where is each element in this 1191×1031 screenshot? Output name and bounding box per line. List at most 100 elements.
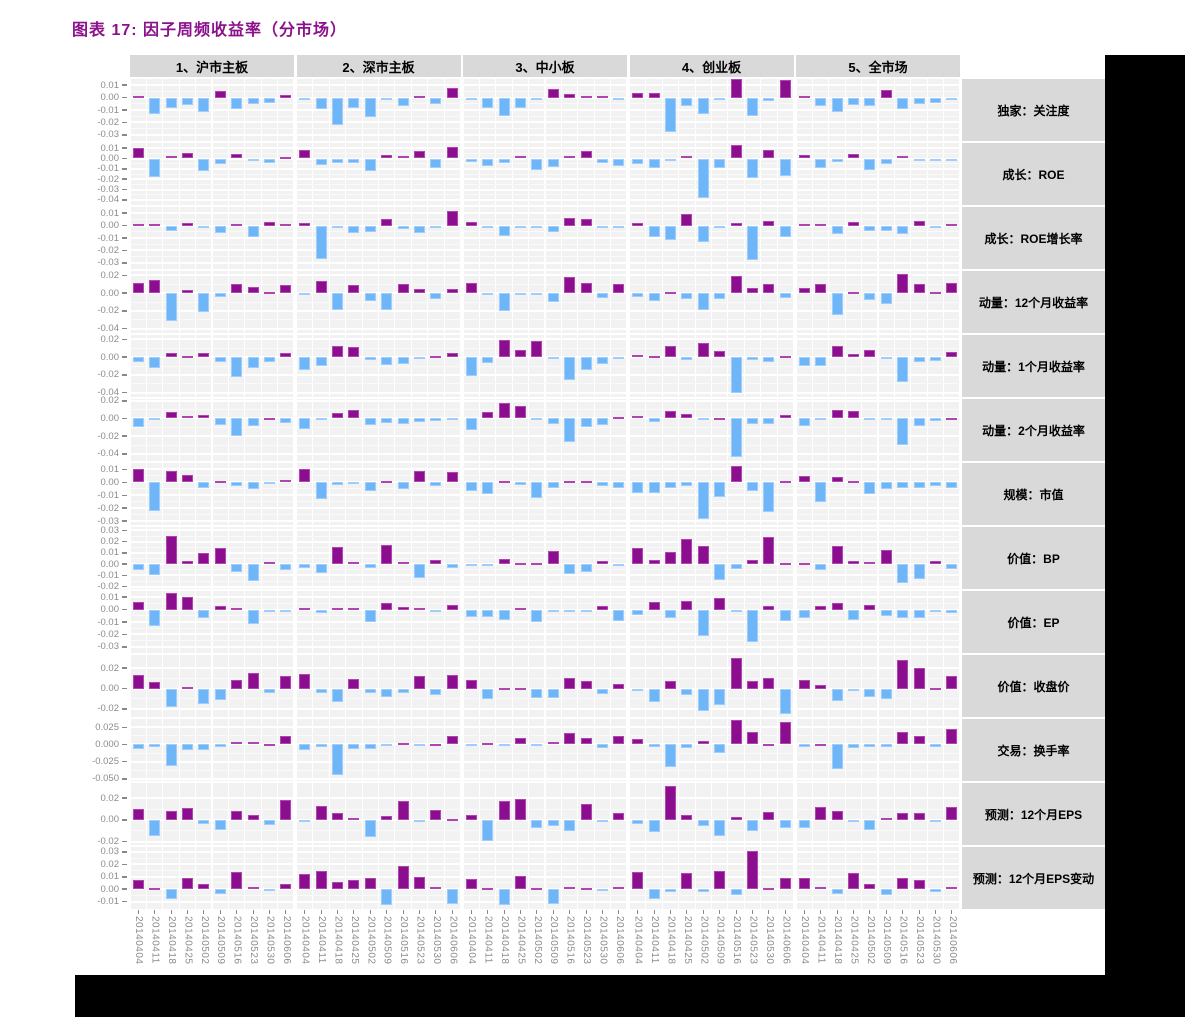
bar-negative — [397, 97, 409, 107]
facet-panel — [463, 655, 627, 717]
x-axis-tick-mark — [519, 910, 521, 914]
bar-positive — [730, 816, 742, 820]
gridline-vertical — [178, 527, 180, 589]
gridline-vertical — [811, 783, 813, 845]
gridline-minor — [629, 426, 794, 428]
gridline-minor — [463, 580, 627, 582]
y-axis-tick-mark — [122, 168, 127, 170]
gridline-horizontal — [796, 850, 960, 853]
gridline-vertical — [394, 527, 396, 589]
bar-negative — [697, 158, 709, 198]
bar-positive — [798, 155, 810, 159]
gridline-vertical — [626, 527, 627, 589]
bar-negative — [880, 889, 892, 896]
facet-panel — [296, 143, 461, 205]
bar-negative — [880, 225, 892, 231]
gridline-horizontal — [629, 399, 794, 402]
bar-positive — [779, 80, 791, 98]
facet-panel — [130, 335, 294, 397]
bar-negative — [198, 609, 210, 619]
gridline-vertical — [694, 527, 696, 589]
bar-negative — [430, 482, 442, 487]
gridline-horizontal — [463, 109, 627, 111]
bar-positive — [280, 676, 292, 689]
bar-negative — [596, 889, 608, 892]
bar-negative — [214, 819, 226, 830]
gridline-minor — [130, 830, 294, 832]
bar-positive — [763, 284, 775, 294]
gridline-minor — [130, 194, 294, 196]
gridline-vertical — [828, 783, 830, 845]
gridline-minor — [796, 426, 960, 428]
gridline-vertical — [811, 399, 813, 461]
gridline-horizontal — [130, 743, 294, 746]
facet-panel — [463, 719, 627, 781]
bar-negative — [430, 609, 442, 613]
bar-negative — [831, 293, 843, 316]
x-axis-date-label: 20140509 — [381, 916, 393, 965]
bar-negative — [779, 293, 791, 298]
facet-panel — [296, 399, 461, 461]
x-axis-date-label: 20140404 — [799, 916, 811, 965]
gridline-horizontal — [463, 707, 627, 710]
gridline-horizontal — [130, 494, 294, 497]
gridline-vertical — [877, 463, 879, 525]
gridline-minor — [463, 243, 627, 245]
bar-positive — [414, 608, 425, 611]
gridline-horizontal — [463, 157, 627, 160]
gridline-horizontal — [796, 621, 960, 623]
facet-panel — [296, 463, 461, 525]
gridline-vertical — [443, 463, 445, 525]
bar-positive — [514, 156, 526, 159]
bar-negative — [181, 744, 193, 750]
gridline-minor — [130, 698, 294, 700]
gridline-horizontal — [296, 481, 461, 484]
y-axis-tick-mark — [122, 760, 127, 763]
gridline-minor — [629, 501, 794, 503]
gridline-horizontal — [130, 373, 294, 376]
gridline-minor — [629, 444, 794, 446]
gridline-horizontal — [463, 574, 627, 577]
gridline-horizontal — [629, 167, 794, 170]
gridline-minor — [296, 115, 461, 117]
bar-positive — [381, 219, 393, 226]
gridline-minor — [629, 283, 794, 285]
gridline-minor — [796, 283, 960, 285]
bar-negative — [231, 97, 243, 109]
bar-positive — [430, 810, 442, 820]
bar-negative — [280, 609, 292, 613]
x-axis-date-label: 20140425 — [515, 916, 527, 965]
column-strip-label: 1、沪市主板 — [130, 55, 294, 77]
bar-positive — [747, 850, 758, 890]
gridline-minor — [463, 558, 627, 560]
gridline-horizontal — [629, 261, 794, 264]
x-axis-date-label: 20140418 — [166, 916, 177, 965]
bar-positive — [847, 481, 859, 484]
bar-negative — [929, 357, 941, 361]
bar-negative — [665, 225, 676, 241]
gridline-vertical — [959, 527, 960, 589]
gridline-horizontal — [629, 707, 794, 710]
gridline-minor — [296, 243, 461, 245]
gridline-vertical — [478, 719, 480, 781]
gridline-minor — [463, 501, 627, 503]
bar-positive — [613, 416, 625, 419]
gridline-vertical — [792, 527, 794, 589]
bar-positive — [880, 817, 892, 820]
bar-negative — [381, 688, 393, 697]
column-strip-label: 2、深市主板 — [296, 55, 461, 77]
gridline-minor — [796, 183, 960, 185]
facet-panel — [463, 399, 627, 461]
gridline-minor — [463, 128, 627, 130]
gridline-vertical — [626, 719, 627, 781]
bar-negative — [364, 225, 376, 232]
bar-positive — [763, 150, 775, 159]
bar-positive — [231, 871, 243, 890]
bar-positive — [299, 674, 311, 689]
gridline-vertical — [743, 655, 745, 717]
gridline-horizontal — [463, 667, 627, 670]
bar-negative — [929, 482, 941, 487]
gridline-vertical — [577, 783, 579, 845]
bar-negative — [498, 225, 510, 236]
x-axis-tick-mark — [768, 910, 770, 914]
